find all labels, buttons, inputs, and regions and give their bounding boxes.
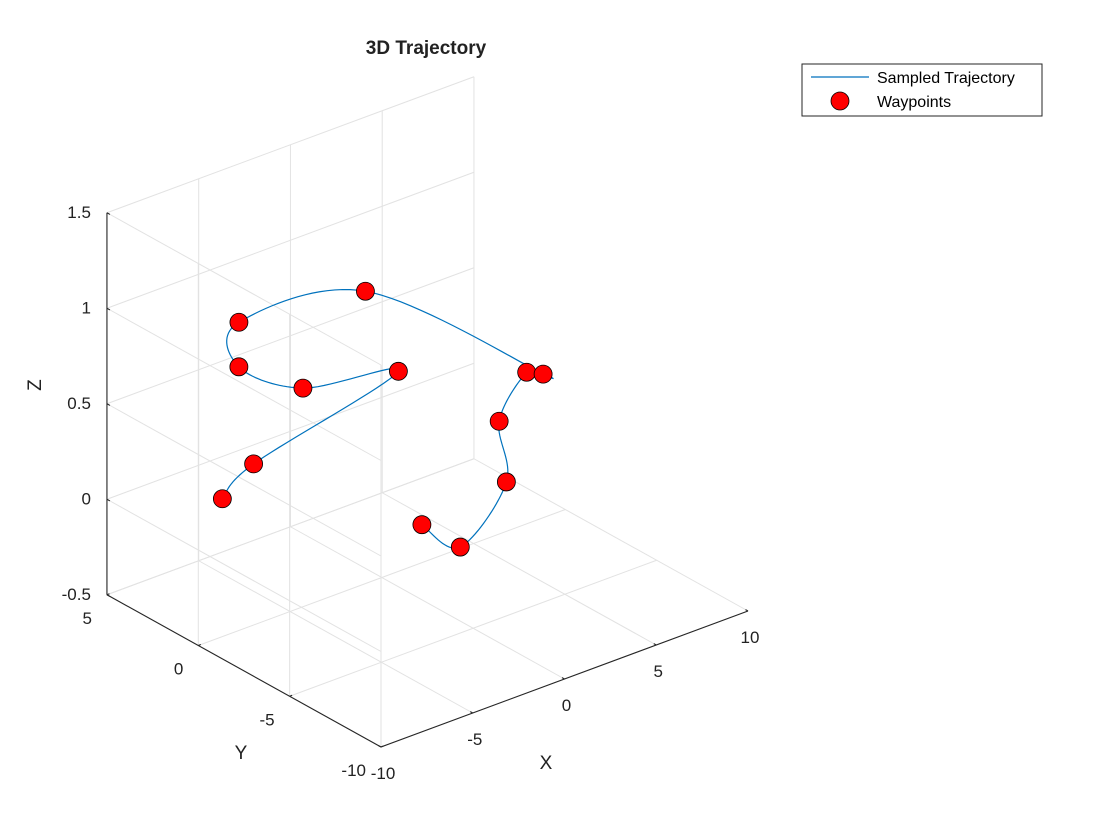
waypoint-marker <box>533 364 553 384</box>
z-tick-mark <box>106 403 111 406</box>
floor-gridline-y <box>198 509 566 646</box>
z-tick-mark <box>106 594 111 597</box>
backwall-gridline-z <box>106 171 475 309</box>
backwall-gridline-z <box>106 267 475 405</box>
y-tick-label: -5 <box>260 710 275 729</box>
x-tick-label: 0 <box>562 696 571 715</box>
x-tick-mark <box>653 643 657 646</box>
waypoint-marker <box>517 362 537 382</box>
y-tick-label: 0 <box>174 660 183 679</box>
backwall-gridline-z <box>106 76 475 214</box>
legend-marker-swatch <box>830 91 850 111</box>
sidewall-gridline-z <box>106 307 382 461</box>
y-axis-label: Y <box>235 743 248 764</box>
y-tick-label: 5 <box>82 609 91 628</box>
x-tick-label: 10 <box>741 628 760 647</box>
sidewall-gridline-z <box>106 498 382 652</box>
legend-label-waypoints: Waypoints <box>877 94 951 111</box>
x-tick-mark <box>745 609 749 612</box>
waypoint-marker <box>244 454 264 474</box>
y-axis-line <box>106 594 382 748</box>
waypoint-marker <box>229 312 249 332</box>
z-tick-label: 1.5 <box>67 203 91 222</box>
waypoint-marker <box>450 537 470 557</box>
backwall-gridline-z <box>106 458 475 596</box>
z-tick-label: -0.5 <box>62 585 91 604</box>
y-tick-mark <box>380 745 384 748</box>
sidewall-gridline-z <box>106 403 382 557</box>
z-tick-mark <box>106 498 111 502</box>
legend: Sampled Trajectory Waypoints <box>801 63 1043 117</box>
x-tick-label: -5 <box>467 730 482 749</box>
x-tick-mark <box>561 677 565 680</box>
waypoint-marker <box>212 489 232 509</box>
chart-title: 3D Trajectory <box>366 38 487 59</box>
floor-gridline-x <box>473 458 749 612</box>
waypoint-marker <box>293 378 313 398</box>
backwall-gridline-z <box>106 362 475 500</box>
x-tick-label: -10 <box>371 764 396 783</box>
x-axis-label: X <box>540 753 553 774</box>
waypoint-marker <box>229 357 249 377</box>
sidewall-gridline-z <box>106 212 382 366</box>
z-tick-label: 0 <box>81 489 90 508</box>
floor-gridline-x <box>290 526 565 680</box>
x-tick-mark <box>469 711 474 714</box>
waypoint-marker <box>356 281 375 301</box>
floor-gridline-x <box>198 560 473 714</box>
x-tick-mark <box>378 745 382 748</box>
y-tick-mark <box>289 694 293 697</box>
waypoint-marker <box>496 472 516 492</box>
floor-gridline-y <box>289 559 657 697</box>
waypoint-marker <box>412 515 432 535</box>
x-tick-label: 5 <box>654 662 663 681</box>
y-tick-mark <box>198 643 202 647</box>
waypoint-marker <box>489 411 509 431</box>
z-tick-label: 0.5 <box>67 394 91 413</box>
axes-layer: -10 -5 0 5 10 -10 -5 0 5 -0.5 0 0.5 1 1.5 <box>62 203 760 783</box>
z-axis-label: Z <box>25 379 46 391</box>
z-tick-mark <box>106 307 111 311</box>
z-tick-label: 1 <box>81 298 90 317</box>
data-layer <box>212 281 554 557</box>
z-tick-mark <box>106 212 111 215</box>
waypoint-marker <box>388 361 408 381</box>
y-tick-label: -10 <box>341 761 366 780</box>
legend-label-trajectory: Sampled Trajectory <box>877 70 1015 87</box>
